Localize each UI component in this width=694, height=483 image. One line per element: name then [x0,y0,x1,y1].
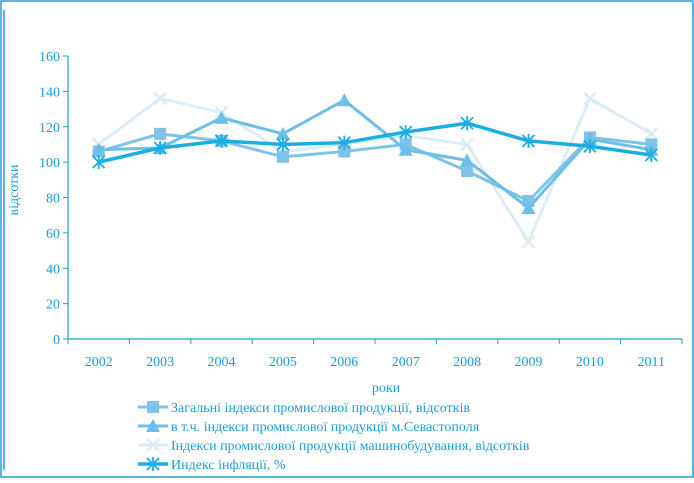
x-tick-label: 2008 [453,355,481,370]
legend-item: в т.ч. індекси промислової продукції м.С… [138,419,480,435]
y-axis-label: відсотки [7,164,22,216]
y-axis: 0 20 40 60 80 100 120 140 160 [39,50,69,348]
legend-item: Індекси промислової продукції машинобуду… [138,438,530,454]
point-marker-x [153,91,167,106]
point-marker-square [154,127,167,140]
point-marker-triangle [337,93,352,107]
x-axis-label: роки [372,381,401,396]
legend-label: в т.ч. індекси промислової продукції м.С… [171,420,480,435]
y-tick-label: 0 [53,333,60,348]
point-marker-square [276,150,289,163]
point-marker-square [461,164,474,177]
point-marker-triangle [521,201,536,215]
legend-label: Индекс інфляції, % [171,458,286,473]
x-tick-label: 2005 [269,355,297,370]
point-marker-star [399,125,413,140]
legend-label: Загальні індекси промислової продукції, … [171,401,470,416]
point-marker-x [521,234,536,249]
x-axis: 2002 2003 2004 2005 2006 2007 2008 2009 2010 2011 [67,338,683,370]
series-line [98,98,652,210]
y-tick-label: 100 [39,156,60,171]
point-marker-star [337,135,351,150]
point-marker-triangle [214,110,229,124]
series-2 [91,93,659,215]
x-tick-label: 2004 [208,355,236,370]
point-marker-star [146,457,160,471]
point-marker-star [153,140,167,155]
x-tick-label: 2002 [85,355,113,370]
x-tick-label: 2009 [515,355,543,370]
legend: Загальні індекси промислової продукції, … [138,401,530,473]
point-marker-x [644,126,659,141]
y-tick-label: 60 [46,227,60,242]
point-marker-triangle [146,419,160,432]
y-tick-label: 20 [46,298,60,313]
x-tick-label: 2007 [392,355,420,370]
legend-item: Загальні індекси промислової продукції, … [138,401,470,416]
x-tick-label: 2011 [638,355,665,370]
point-marker-square [147,401,159,413]
y-tick-label: 40 [46,262,60,277]
legend-label: Індекси промислової продукції машинобуду… [171,439,530,454]
y-tick-label: 80 [46,192,60,207]
point-marker-x [146,438,160,452]
series-line [98,132,652,203]
point-marker-triangle [398,142,413,156]
y-tick-label: 140 [39,85,60,100]
y-tick-label: 120 [39,121,60,136]
point-marker-square [338,145,351,158]
x-tick-label: 2003 [146,355,174,370]
series-group [91,91,659,249]
point-marker-star [521,133,536,148]
point-marker-star [644,148,658,163]
point-marker-triangle [460,153,475,167]
legend-item: Индекс інфляції, % [138,457,286,473]
point-marker-star [214,133,229,148]
series-4 [92,116,658,170]
point-marker-star [460,116,474,131]
x-tick-label: 2010 [576,355,604,370]
point-marker-triangle [91,142,106,156]
y-tick-label: 160 [39,50,60,65]
point-marker-x [460,137,474,152]
point-marker-star [276,137,290,152]
point-marker-x [583,91,597,106]
point-marker-star [583,139,597,154]
series-line [98,121,652,164]
point-marker-star [92,155,106,170]
point-marker-triangle [275,126,290,140]
x-tick-label: 2006 [330,355,358,370]
